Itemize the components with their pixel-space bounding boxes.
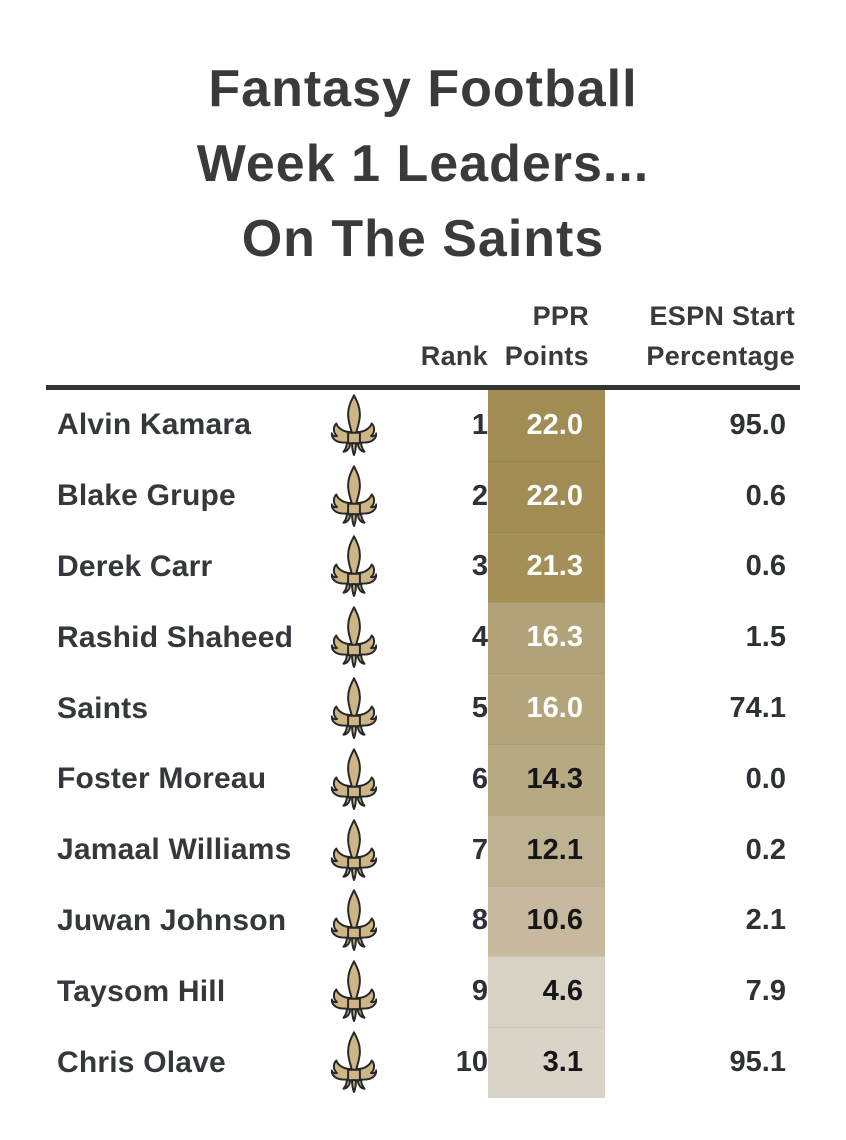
team-logo-cell <box>306 886 401 957</box>
ppr-value: 4.6 <box>542 975 583 1008</box>
player-name: Saints <box>57 691 149 725</box>
team-logo-cell <box>306 744 401 815</box>
table-row: Taysom Hill 9 4.6 7.9 <box>46 956 800 1028</box>
ppr-value: 10.6 <box>526 904 583 937</box>
ppr-cell: 12.1 <box>488 814 605 886</box>
team-logo-cell <box>306 532 401 603</box>
espn-value: 1.5 <box>745 621 786 654</box>
ppr-cell: 10.6 <box>488 885 605 957</box>
team-logo-cell <box>306 815 401 886</box>
ppr-cell: 4.6 <box>488 956 605 1028</box>
team-logo-cell <box>306 390 401 461</box>
espn-value: 0.6 <box>745 550 786 583</box>
saints-fleur-de-lis-icon <box>330 748 377 810</box>
header-ppr-line2: Points <box>504 341 589 371</box>
ppr-value: 16.0 <box>526 692 583 725</box>
player-name: Juwan Johnson <box>57 903 287 937</box>
ppr-value: 12.1 <box>526 833 583 866</box>
player-name: Foster Moreau <box>57 762 267 796</box>
saints-fleur-de-lis-icon <box>330 535 377 598</box>
rank-value: 7 <box>471 833 488 866</box>
ppr-cell: 3.1 <box>488 1027 605 1098</box>
player-name: Blake Grupe <box>57 479 236 513</box>
player-name: Derek Carr <box>57 549 213 583</box>
team-logo-cell <box>306 673 401 744</box>
table-row: Chris Olave 10 3.1 95.1 <box>46 1027 800 1098</box>
ppr-value: 21.3 <box>526 550 583 583</box>
table-row: Juwan Johnson 8 10.6 2.1 <box>46 885 800 957</box>
player-name: Rashid Shaheed <box>57 620 294 654</box>
header-ppr-line1: PPR <box>532 301 589 331</box>
table-row: Foster Moreau 6 14.3 0.0 <box>46 743 800 815</box>
ppr-cell: 22.0 <box>488 390 605 461</box>
header-espn-line1: ESPN Start <box>649 301 795 331</box>
table-row: Rashid Shaheed 4 16.3 1.5 <box>46 602 800 674</box>
table-row: Derek Carr 3 21.3 0.6 <box>46 531 800 603</box>
ppr-value: 22.0 <box>526 408 583 441</box>
player-name: Alvin Kamara <box>57 408 252 442</box>
player-name: Jamaal Williams <box>57 833 292 867</box>
table-row: Alvin Kamara 1 22.0 95.0 <box>46 390 800 461</box>
header-rank-label: Rank <box>420 341 488 371</box>
rank-value: 5 <box>471 692 488 725</box>
saints-fleur-de-lis-icon <box>330 606 377 669</box>
espn-value: 0.0 <box>745 762 786 795</box>
espn-value: 95.1 <box>729 1046 786 1079</box>
rank-value: 8 <box>471 904 488 937</box>
rank-value: 1 <box>471 408 488 441</box>
table-header: Rank PPR Points ESPN Start Percentage <box>46 296 800 385</box>
saints-fleur-de-lis-icon <box>330 677 377 740</box>
ppr-cell: 21.3 <box>488 531 605 603</box>
header-rank: Rank <box>401 296 488 376</box>
rank-value: 9 <box>471 975 488 1008</box>
espn-value: 2.1 <box>745 904 786 937</box>
saints-fleur-de-lis-icon <box>330 819 377 881</box>
player-name: Chris Olave <box>57 1045 226 1079</box>
saints-fleur-de-lis-icon <box>330 889 377 952</box>
team-logo-cell <box>306 1027 401 1098</box>
rank-value: 4 <box>471 621 488 654</box>
saints-fleur-de-lis-icon <box>330 1031 377 1094</box>
saints-fleur-de-lis-icon <box>330 465 377 527</box>
ppr-value: 14.3 <box>526 762 583 795</box>
espn-value: 0.6 <box>745 479 786 512</box>
title-line-3: On The Saints <box>241 210 605 268</box>
header-ppr-points: PPR Points <box>488 296 605 376</box>
title-line-1: Fantasy Football <box>208 60 638 118</box>
title-line-2: Week 1 Leaders... <box>196 135 650 193</box>
header-espn-start: ESPN Start Percentage <box>605 296 800 376</box>
team-logo-cell <box>306 602 401 673</box>
espn-value: 95.0 <box>729 408 786 441</box>
ppr-cell: 22.0 <box>488 460 605 532</box>
player-name: Taysom Hill <box>57 974 226 1008</box>
team-logo-cell <box>306 461 401 532</box>
saints-fleur-de-lis-icon <box>330 394 377 456</box>
header-rule <box>46 385 800 390</box>
ppr-cell: 16.3 <box>488 602 605 674</box>
team-logo-cell <box>306 956 401 1027</box>
header-espn-line2: Percentage <box>646 341 795 371</box>
leaders-table: Rank PPR Points ESPN Start Percentage Al… <box>46 296 800 1098</box>
page-title: Fantasy Football Week 1 Leaders... On Th… <box>0 52 846 277</box>
ppr-value: 16.3 <box>526 621 583 654</box>
saints-fleur-de-lis-icon <box>330 960 377 1023</box>
table-body: Alvin Kamara 1 22.0 95.0 Blake Grupe <box>46 390 800 1098</box>
espn-value: 7.9 <box>745 975 786 1008</box>
rank-value: 3 <box>471 550 488 583</box>
rank-value: 10 <box>455 1046 488 1079</box>
table-row: Blake Grupe 2 22.0 0.6 <box>46 460 800 532</box>
ppr-value: 22.0 <box>526 479 583 512</box>
table-row: Jamaal Williams 7 12.1 0.2 <box>46 814 800 886</box>
espn-value: 0.2 <box>745 833 786 866</box>
ppr-value: 3.1 <box>542 1046 583 1079</box>
rank-value: 6 <box>471 762 488 795</box>
rank-value: 2 <box>471 479 488 512</box>
ppr-cell: 16.0 <box>488 673 605 744</box>
espn-value: 74.1 <box>729 692 786 725</box>
table-row: Saints 5 16.0 74.1 <box>46 673 800 744</box>
ppr-cell: 14.3 <box>488 743 605 815</box>
